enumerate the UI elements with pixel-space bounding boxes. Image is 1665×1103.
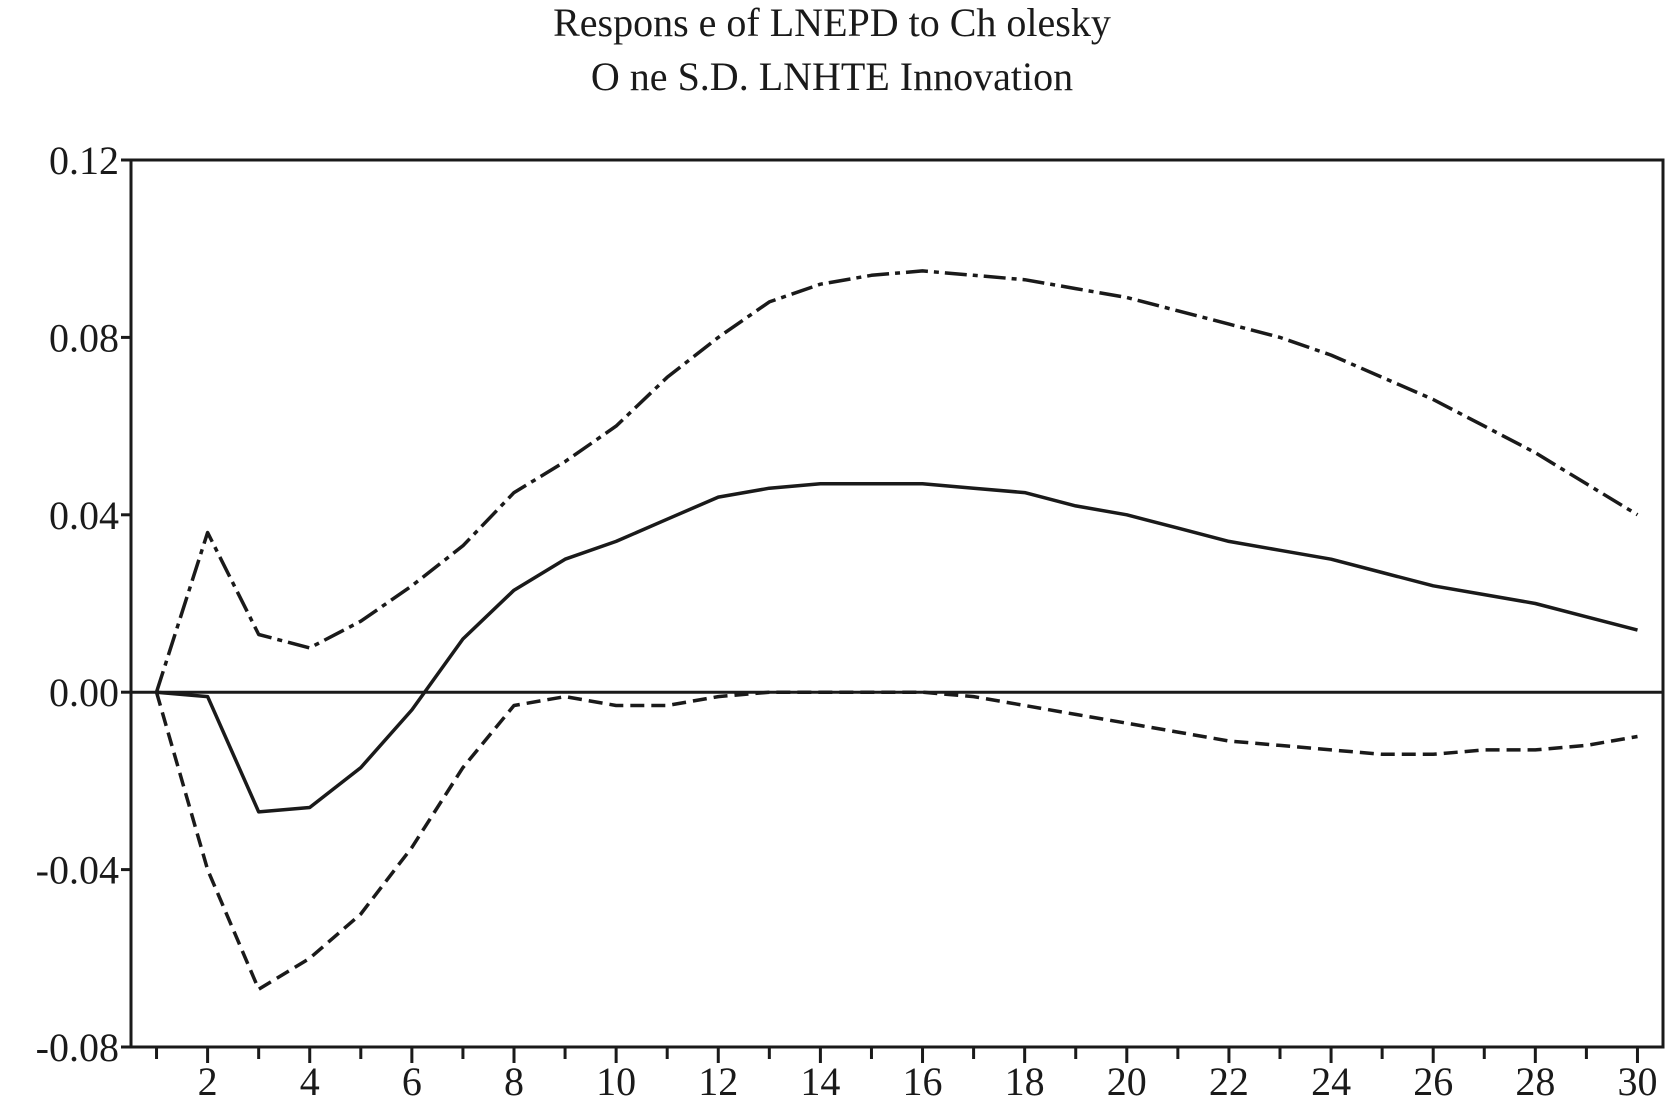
chart-title: Respons e of LNEPD to Ch olesky — [553, 0, 1111, 45]
y-tick-label: -0.04 — [36, 848, 119, 893]
x-tick-label: 22 — [1209, 1059, 1249, 1103]
x-tick-label: 6 — [402, 1059, 422, 1103]
x-tick-label: 10 — [596, 1059, 636, 1103]
x-tick-label: 24 — [1311, 1059, 1351, 1103]
y-tick-label: -0.08 — [36, 1025, 119, 1070]
x-tick-label: 12 — [698, 1059, 738, 1103]
x-tick-label: 26 — [1413, 1059, 1453, 1103]
x-tick-label: 16 — [903, 1059, 943, 1103]
y-tick-label: 0.04 — [49, 493, 119, 538]
x-tick-label: 18 — [1005, 1059, 1045, 1103]
y-axis: 0.12 0.08 0.04 0.00 -0.04 -0.08 — [36, 138, 131, 1070]
y-tick-label: 0.00 — [49, 670, 119, 715]
x-axis: 2 4 6 8 10 12 14 16 18 20 22 24 26 28 30 — [155, 1047, 1657, 1103]
plot-frame — [129, 158, 1665, 1049]
series-group — [154, 269, 1639, 992]
chart-subtitle: O ne S.D. LNHTE Innovation — [591, 54, 1073, 99]
x-tick-label: 30 — [1617, 1059, 1657, 1103]
x-tick-label: 4 — [300, 1059, 320, 1103]
y-tick-label: 0.12 — [49, 138, 119, 183]
upper-band-line — [154, 269, 1639, 693]
response-line — [156, 482, 1638, 814]
x-tick-label: 14 — [800, 1059, 840, 1103]
x-tick-label: 28 — [1515, 1059, 1555, 1103]
x-tick-label: 20 — [1107, 1059, 1147, 1103]
y-tick-label: 0.08 — [49, 315, 119, 360]
x-tick-label: 8 — [504, 1059, 524, 1103]
lower-band-line — [154, 690, 1638, 992]
x-tick-label: 2 — [198, 1059, 218, 1103]
